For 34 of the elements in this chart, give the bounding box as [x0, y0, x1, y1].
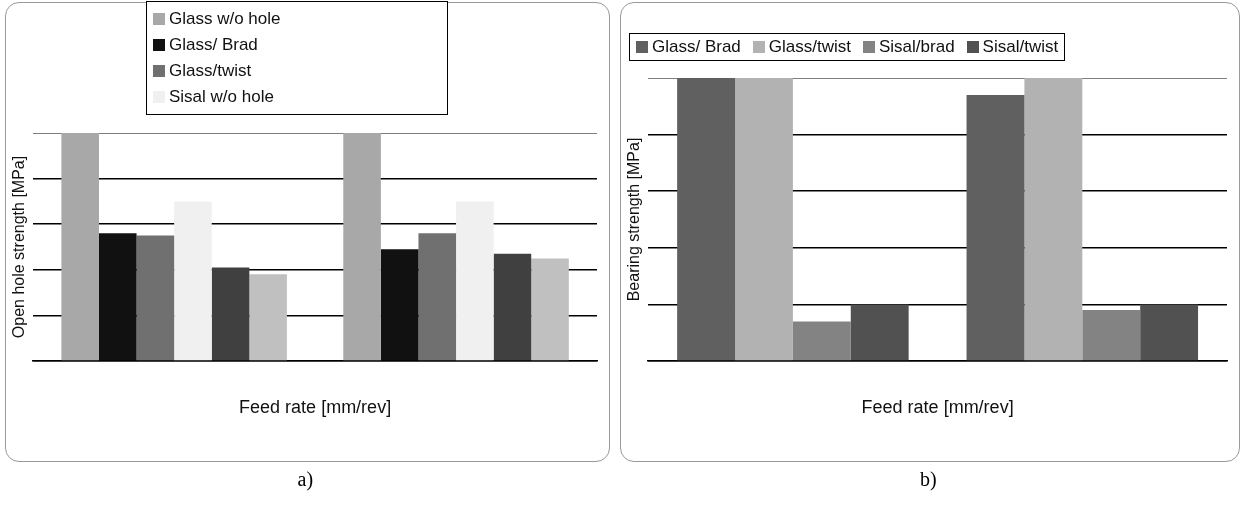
- bar: [61, 133, 99, 361]
- bar: [1024, 78, 1083, 361]
- bar: [966, 94, 1025, 361]
- bar: [136, 235, 175, 361]
- bar: [850, 304, 909, 361]
- legend-label: Glass w/o hole: [169, 9, 281, 29]
- legend-label: Glass/twist: [169, 61, 252, 81]
- text: a): [297, 468, 314, 491]
- bar: [493, 253, 532, 361]
- bar: [174, 201, 212, 361]
- bar: [418, 233, 457, 361]
- legend-label: Glass/twist: [768, 37, 851, 57]
- legend-label: Sisal/twist: [982, 37, 1059, 57]
- x-axis-title: Feed rate [mm/rev]: [239, 397, 392, 418]
- bar: [792, 321, 851, 361]
- y-axis-title: Bearing strength [MPa]: [625, 137, 643, 302]
- text: b): [920, 468, 937, 491]
- legend-label: Glass/ Brad: [169, 35, 258, 55]
- x-axis-title: Feed rate [mm/rev]: [861, 397, 1014, 418]
- legend-label: Sisal/brad: [879, 37, 955, 57]
- bar: [456, 201, 494, 361]
- bar: [735, 78, 793, 361]
- legend-label: Glass/ Brad: [652, 37, 741, 57]
- legend-label: Sisal w/o hole: [169, 87, 274, 107]
- bar: [1082, 310, 1141, 361]
- bar: [249, 274, 287, 361]
- bar: [98, 233, 137, 361]
- y-axis-title: Open hole strength [MPa]: [10, 155, 28, 339]
- bar: [343, 133, 381, 361]
- bar: [380, 249, 419, 361]
- bar: [531, 258, 569, 361]
- bar: [211, 267, 250, 361]
- bar: [1140, 304, 1199, 361]
- bar: [677, 78, 736, 361]
